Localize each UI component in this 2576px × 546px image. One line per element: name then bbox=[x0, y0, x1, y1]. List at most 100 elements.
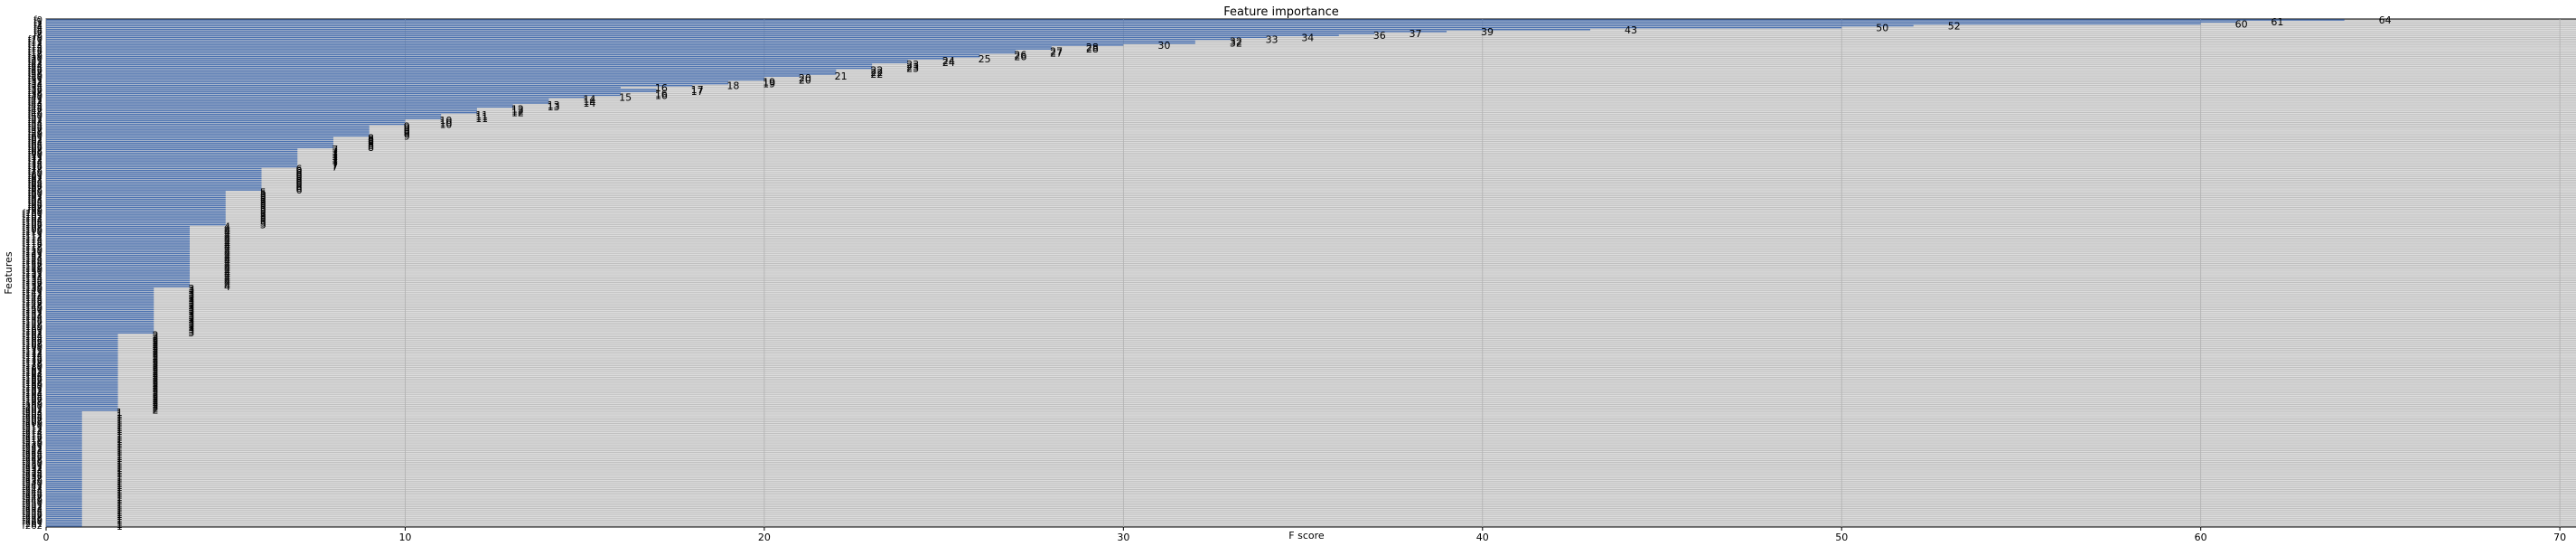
y-tick-label: f34 bbox=[28, 81, 42, 91]
y-tick-label: f49 bbox=[28, 110, 42, 120]
bar bbox=[46, 206, 226, 209]
data-label: 1 bbox=[117, 515, 123, 527]
bar bbox=[46, 396, 118, 398]
data-label: 1 bbox=[117, 439, 123, 451]
data-label: 2 bbox=[152, 393, 158, 405]
data-label: 7 bbox=[332, 150, 338, 162]
y-tick-label: f149 bbox=[22, 303, 42, 313]
bar bbox=[46, 310, 155, 313]
bar bbox=[46, 125, 370, 127]
bar bbox=[46, 172, 262, 174]
data-label: 7 bbox=[332, 144, 338, 155]
bar bbox=[46, 243, 190, 245]
data-label: 3 bbox=[188, 318, 194, 330]
bar bbox=[46, 322, 155, 325]
bar bbox=[46, 221, 226, 224]
data-label: 5 bbox=[260, 186, 267, 198]
bar bbox=[46, 90, 657, 92]
y-tick-label: f226 bbox=[22, 452, 42, 462]
bar bbox=[46, 102, 549, 104]
data-label: 6 bbox=[295, 174, 302, 186]
bar bbox=[46, 216, 226, 218]
bar bbox=[46, 233, 190, 236]
bar bbox=[46, 386, 118, 388]
y-tick-label: f37 bbox=[28, 87, 42, 97]
data-label: 5 bbox=[260, 213, 267, 225]
data-label: 4 bbox=[224, 250, 230, 262]
data-label: 1 bbox=[117, 451, 123, 463]
data-label: 1 bbox=[117, 457, 123, 468]
y-tick-label: f202 bbox=[22, 406, 42, 416]
data-label: 3 bbox=[188, 320, 194, 332]
data-label: 4 bbox=[224, 279, 230, 291]
bar bbox=[46, 475, 82, 477]
data-label: 19 bbox=[763, 76, 775, 88]
bar bbox=[46, 75, 801, 77]
data-label: 5 bbox=[260, 208, 267, 220]
data-label: 1 bbox=[117, 505, 123, 517]
bar bbox=[46, 187, 262, 189]
data-label: 7 bbox=[332, 161, 338, 173]
y-tick-label: f92 bbox=[28, 193, 42, 203]
data-label: 11 bbox=[475, 113, 488, 125]
data-label: 1 bbox=[117, 432, 123, 444]
bar bbox=[46, 214, 226, 216]
y-tick-label: f123 bbox=[22, 253, 42, 263]
data-label: 2 bbox=[152, 380, 158, 391]
data-label: 2 bbox=[152, 376, 158, 388]
y-tick-label: f244 bbox=[22, 486, 42, 496]
data-label: 1 bbox=[117, 480, 123, 492]
x-tick-label: 40 bbox=[1476, 532, 1489, 543]
y-tick-label: f100 bbox=[22, 209, 42, 219]
data-label: 1 bbox=[117, 494, 123, 505]
data-label: 5 bbox=[260, 193, 267, 204]
bar bbox=[46, 301, 155, 303]
y-tick-label: f138 bbox=[22, 282, 42, 292]
y-tick-label: f43 bbox=[28, 99, 42, 108]
y-tick-label: f168 bbox=[22, 340, 42, 350]
bar bbox=[46, 316, 155, 318]
data-label: 1 bbox=[117, 429, 123, 441]
data-label: 64 bbox=[2379, 14, 2392, 26]
bar bbox=[46, 255, 190, 257]
bar bbox=[46, 80, 729, 83]
bar bbox=[46, 167, 262, 170]
data-label: 9 bbox=[404, 128, 410, 140]
y-tick-label: f206 bbox=[22, 413, 42, 423]
bar bbox=[46, 131, 370, 133]
y-tick-label: f9 bbox=[33, 33, 42, 42]
bar bbox=[46, 228, 190, 230]
bar bbox=[46, 24, 1914, 27]
data-label: 1 bbox=[117, 504, 123, 515]
y-tick-label: f228 bbox=[22, 456, 42, 466]
bar bbox=[46, 40, 1195, 42]
x-tick-label: 0 bbox=[43, 532, 50, 543]
bar bbox=[46, 374, 118, 377]
bar bbox=[46, 449, 82, 452]
bar bbox=[46, 281, 190, 284]
bar bbox=[46, 357, 118, 359]
y-tick-label: f57 bbox=[28, 126, 42, 136]
data-label: 3 bbox=[188, 291, 194, 303]
bar bbox=[46, 169, 262, 172]
data-label: 2 bbox=[152, 337, 158, 349]
bar bbox=[46, 71, 837, 73]
y-tick-label: f125 bbox=[22, 257, 42, 267]
y-tick-labels: f0f1f2f3f4f5f6f7f8f9f10f11f12f13f14f15f1… bbox=[22, 15, 42, 532]
bar bbox=[46, 407, 118, 410]
y-tick-label: f113 bbox=[22, 234, 42, 244]
data-label: 5 bbox=[260, 202, 267, 213]
y-tick-label: f130 bbox=[22, 267, 42, 277]
data-label: 1 bbox=[117, 519, 123, 531]
bar bbox=[46, 306, 155, 309]
data-label: 34 bbox=[1301, 32, 1314, 43]
bar bbox=[46, 351, 118, 353]
data-label: 15 bbox=[619, 92, 632, 104]
bar bbox=[46, 519, 82, 522]
data-label: 3 bbox=[188, 283, 194, 295]
data-label: 10 bbox=[439, 118, 452, 130]
y-tick-label: f108 bbox=[22, 224, 42, 234]
bar bbox=[46, 158, 298, 160]
bar bbox=[46, 148, 298, 150]
data-label: 21 bbox=[835, 71, 848, 82]
